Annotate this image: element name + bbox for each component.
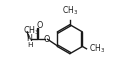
Text: CH$_3$: CH$_3$ (88, 43, 104, 55)
Text: CH$_3$: CH$_3$ (61, 5, 77, 17)
Text: O: O (43, 35, 49, 44)
Text: O: O (36, 21, 42, 30)
Text: N: N (26, 34, 32, 43)
Text: CH$_3$: CH$_3$ (23, 25, 40, 37)
Text: H: H (27, 42, 32, 48)
